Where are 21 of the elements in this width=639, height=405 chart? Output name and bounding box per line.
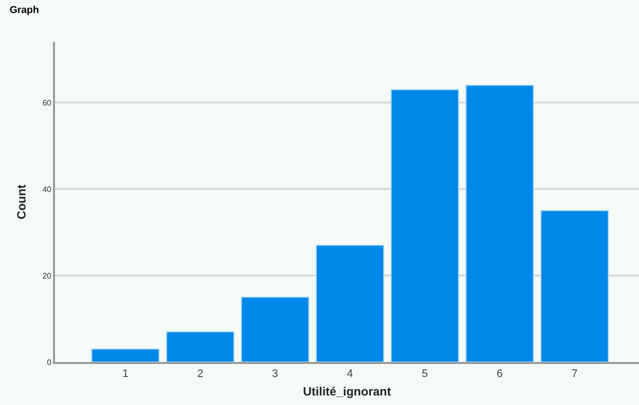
- bar: [166, 331, 234, 362]
- y-tick-label: 20: [42, 271, 52, 280]
- x-tick-label: 7: [572, 368, 578, 380]
- x-tick-label: 1: [122, 368, 128, 380]
- y-axis-title: Count: [14, 184, 28, 220]
- y-tick-label: 60: [42, 98, 52, 108]
- x-axis-title: Utilité_ignorant: [302, 384, 392, 399]
- x-tick-label: 3: [272, 368, 278, 380]
- bar: [316, 244, 384, 362]
- bar: [240, 296, 310, 362]
- bar: [390, 89, 460, 362]
- y-tick-label: 0: [46, 358, 52, 367]
- bar: [466, 84, 534, 362]
- y-tick-label: 40: [42, 184, 52, 194]
- bar: [91, 348, 160, 362]
- bar: [540, 210, 609, 362]
- x-tick-label: 6: [496, 368, 503, 380]
- x-tick-label: 5: [422, 368, 428, 380]
- x-tick-label: 4: [346, 368, 354, 380]
- chart-title: Graph: [10, 5, 40, 16]
- x-tick-label: 2: [197, 368, 204, 380]
